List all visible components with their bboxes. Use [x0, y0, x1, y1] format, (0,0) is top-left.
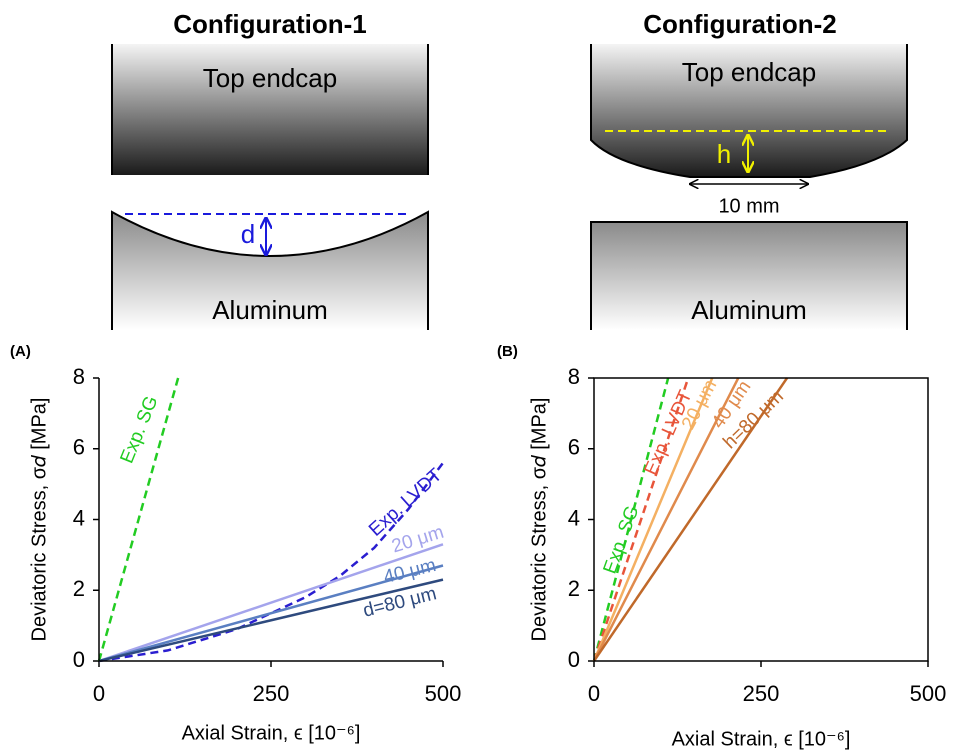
x-axis-label: Axial Strain, ϵ [10⁻⁶] — [672, 728, 851, 750]
endcap-edge — [590, 44, 908, 178]
y-tick-label: 8 — [73, 364, 85, 389]
x-tick-label: 0 — [588, 681, 600, 706]
top-endcap — [112, 44, 428, 175]
series-label: Exp. SG — [600, 503, 644, 577]
x-axis-label: Axial Strain, ϵ [10⁻⁶] — [182, 722, 361, 744]
series-line — [98, 564, 444, 663]
diagram-title: Configuration-1 — [173, 9, 367, 39]
y-tick-label: 0 — [568, 647, 580, 672]
x-tick-label: 0 — [93, 681, 105, 706]
x-tick-label: 250 — [743, 681, 780, 706]
series-line — [98, 462, 445, 663]
width-label: 10 mm — [718, 195, 779, 217]
y-tick-label: 2 — [73, 576, 85, 601]
y-axis-label: Deviatoric Stress, σ𝑑 [MPa] — [28, 398, 50, 642]
aluminum-block — [112, 212, 428, 330]
x-tick-label: 250 — [253, 681, 290, 706]
y-tick-label: 4 — [568, 505, 580, 530]
diagram-title: Configuration-2 — [643, 9, 837, 39]
y-tick-label: 8 — [568, 364, 580, 389]
series-line — [592, 377, 690, 662]
x-tick-label: 500 — [910, 681, 947, 706]
dimension-label: d — [241, 219, 255, 249]
top-endcap — [591, 44, 907, 177]
endcap-edge — [111, 44, 429, 175]
series-line — [592, 377, 740, 662]
y-tick-label: 4 — [73, 505, 85, 530]
aluminum-block — [591, 222, 907, 330]
bottom-label: Aluminum — [212, 295, 328, 325]
axes-frame — [593, 377, 929, 662]
series-line — [592, 377, 670, 662]
panel-label: (A) — [10, 343, 31, 360]
y-tick-label: 6 — [568, 435, 580, 460]
y-tick-label: 6 — [73, 435, 85, 460]
bottom-label: Aluminum — [691, 295, 807, 325]
y-tick-label: 2 — [568, 576, 580, 601]
axes-frame — [98, 378, 443, 662]
top-label: Top endcap — [203, 63, 337, 93]
series-line — [97, 377, 180, 662]
x-tick-label: 500 — [425, 681, 462, 706]
series-line — [592, 377, 789, 662]
y-axis-label: Deviatoric Stress, σ𝑑 [MPa] — [528, 398, 550, 642]
series-line — [98, 543, 444, 663]
series-line — [98, 578, 444, 663]
dimension-label: h — [717, 139, 731, 169]
panel-label: (B) — [497, 343, 518, 360]
top-label: Top endcap — [682, 57, 816, 87]
y-tick-label: 0 — [73, 647, 85, 672]
series-line — [592, 377, 714, 662]
aluminum-edge — [590, 221, 908, 330]
